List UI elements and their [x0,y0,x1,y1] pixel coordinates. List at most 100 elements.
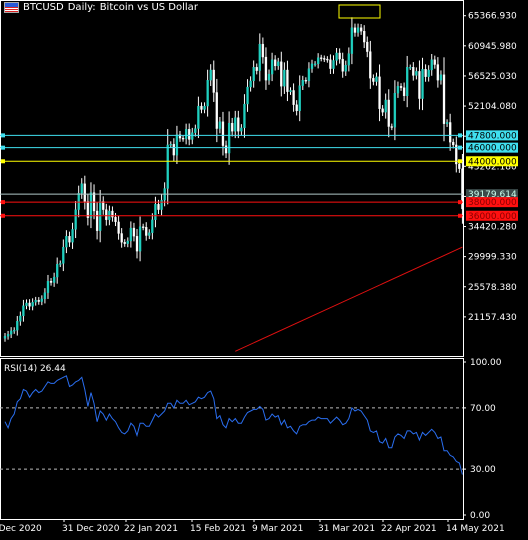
candle-up [3,336,7,339]
candle-down [37,300,40,302]
candle-down [363,31,366,43]
candle-up [22,305,25,317]
level-handle-left [1,200,5,205]
moving-average-line [235,246,463,352]
price-level-label: 39179.614 [468,190,517,200]
candle-down [49,281,53,283]
candle-up [307,68,311,82]
price-tick-label: 29999.330 [468,253,517,263]
candle-up [445,122,449,124]
candle-up [40,298,43,302]
candle-up [89,192,93,218]
level-handle-left [1,133,5,138]
price-level-tag [466,130,518,141]
price-tick-label: 25578.380 [468,283,517,293]
candle-down [83,183,86,202]
price-tick-label: 43262.180 [468,162,517,172]
rsi-tick-label: 100.00 [470,358,502,368]
candle-up [347,53,350,66]
candle-down [436,64,440,81]
candle-up [406,67,409,97]
candle-down [359,27,363,32]
candle-down [200,105,203,110]
candle-up [160,199,163,210]
candle-up [439,74,443,81]
candle-up [258,43,261,71]
candle-down [111,210,114,218]
candle-down [224,145,228,154]
candle-up [415,71,418,76]
candle-down [326,58,329,61]
candle-down [424,69,427,77]
candle-up [59,263,62,265]
candle-down [178,134,182,139]
candle-up [209,69,212,81]
candle-down [320,57,323,59]
candle-up [166,144,169,189]
candle-up [19,315,22,322]
candle-down [461,168,464,210]
candle-down [280,61,283,87]
candle-down [442,74,446,124]
candle-up [43,292,47,300]
candle-up [34,300,37,303]
candle-up [246,86,249,105]
price-level-tag [466,189,518,200]
candle-up [227,122,231,154]
candle-up [409,67,412,69]
candle-down [215,92,218,129]
candle-up [393,92,397,128]
candle-down [452,142,455,146]
date-tick-label: 22 Jan 2021 [124,524,178,534]
level-handle-right [458,133,462,138]
candle-down [402,87,406,97]
candle-down [387,99,390,127]
candle-up [350,27,354,54]
timeframe-label: Daily: [67,2,96,13]
candle-down [390,126,393,128]
candle-down [231,122,234,132]
candle-down [381,108,384,113]
candle-up [430,59,433,71]
candle-up [31,302,34,307]
candle-down [145,227,148,236]
candle-down [68,236,71,243]
candle-down [448,122,452,143]
candle-down [141,226,145,228]
candle-up [184,129,188,139]
candle-down [329,59,332,69]
candle-up [80,183,83,194]
price-level-tag [466,210,518,221]
candle-up [427,69,430,77]
us-flag-icon [4,2,19,13]
candle-up [313,63,317,66]
level-handle-left [1,145,5,150]
candle-up [335,52,338,61]
candle-down [237,117,240,132]
candle-down [412,67,415,76]
candle-down [172,144,176,156]
candle-down [86,201,90,218]
candle-down [399,86,403,88]
candle-down [338,52,341,60]
price-level-tag [466,142,518,153]
price-tick-label: 34420.280 [468,223,517,233]
candle-down [188,129,191,140]
candle-down [117,221,120,234]
candle-up [298,85,301,112]
candle-down [255,67,258,71]
candle-up [316,57,320,65]
price-level-tag [466,197,518,208]
candle-down [135,236,139,252]
candle-up [332,60,335,69]
candle-up [270,59,274,75]
candle-up [77,193,80,210]
chart-header: BTCUSD Daily: Bitcoin vs US Dollar [4,2,198,13]
candle-down [114,216,117,223]
price-level-label: 44000.000 [468,157,517,167]
candle-up [138,226,142,252]
candle-up [194,128,197,133]
date-tick-label: 14 May 2021 [446,524,505,534]
candle-down [433,59,436,65]
